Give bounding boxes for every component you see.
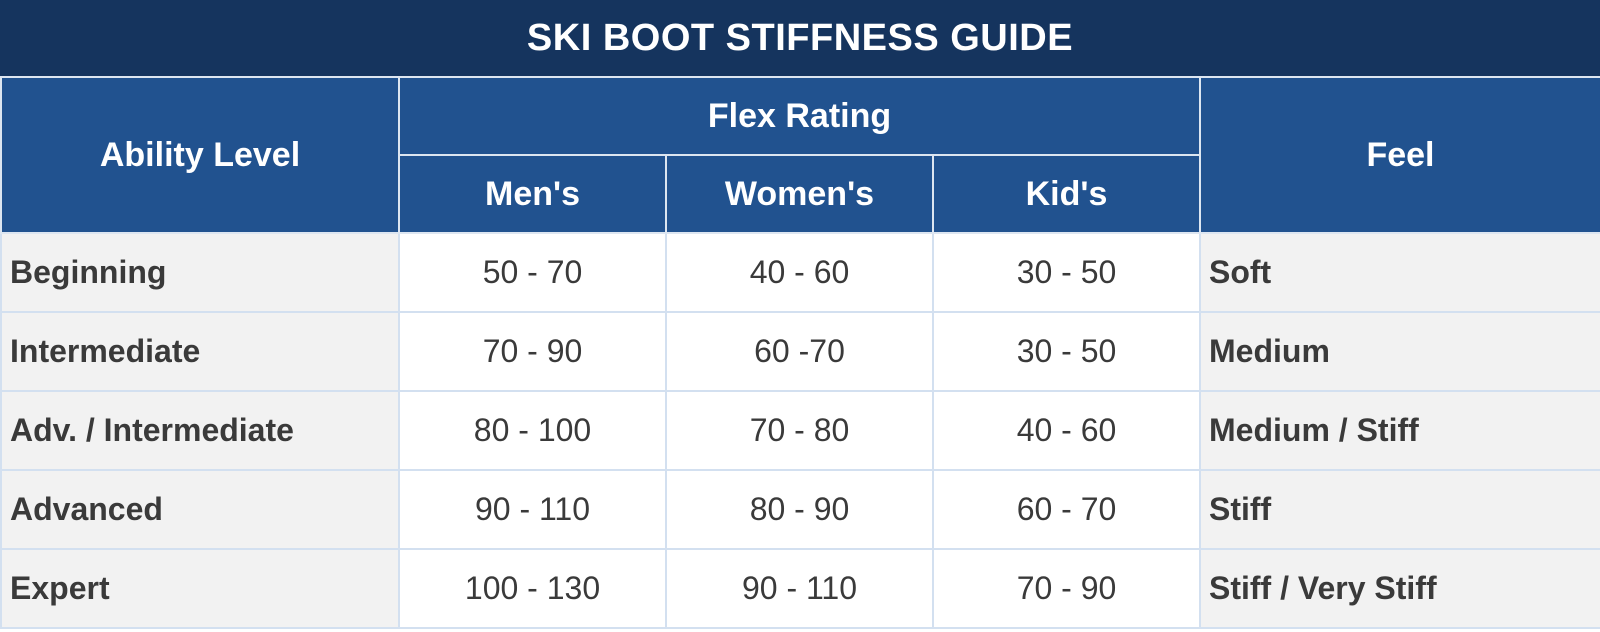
header-row-primary: Ability Level Flex Rating Feel	[0, 76, 1600, 234]
womens-flex-cell: 90 - 110	[665, 548, 934, 629]
mens-flex-cell: 80 - 100	[398, 390, 667, 471]
header-row-secondary: Men's Women's Kid's	[1, 154, 1600, 234]
feel-cell: Medium / Stiff	[1199, 390, 1600, 471]
header-kids: Kid's	[932, 154, 1201, 234]
table-row: Beginning 50 - 70 40 - 60 30 - 50 Soft	[0, 232, 1600, 313]
feel-cell: Soft	[1199, 232, 1600, 313]
ability-cell: Beginning	[0, 232, 400, 313]
kids-flex-cell: 70 - 90	[932, 548, 1201, 629]
header-flex-rating: Flex Rating	[398, 76, 1201, 156]
table-row: Expert 100 - 130 90 - 110 70 - 90 Stiff …	[0, 548, 1600, 629]
feel-cell: Medium	[1199, 311, 1600, 392]
mens-flex-cell: 50 - 70	[398, 232, 667, 313]
flex-table: Ability Level Flex Rating Feel Men's Wom…	[0, 76, 1600, 629]
kids-flex-cell: 40 - 60	[932, 390, 1201, 471]
ability-cell: Expert	[0, 548, 400, 629]
kids-flex-cell: 30 - 50	[932, 311, 1201, 392]
header-womens: Women's	[665, 154, 934, 234]
mens-flex-cell: 70 - 90	[398, 311, 667, 392]
table-row: Advanced 90 - 110 80 - 90 60 - 70 Stiff	[0, 469, 1600, 550]
header-feel: Feel	[1199, 76, 1600, 234]
womens-flex-cell: 80 - 90	[665, 469, 934, 550]
womens-flex-cell: 60 -70	[665, 311, 934, 392]
kids-flex-cell: 60 - 70	[932, 469, 1201, 550]
feel-cell: Stiff	[1199, 469, 1600, 550]
womens-flex-cell: 40 - 60	[665, 232, 934, 313]
table-row: Adv. / Intermediate 80 - 100 70 - 80 40 …	[0, 390, 1600, 471]
ability-cell: Intermediate	[0, 311, 400, 392]
feel-cell: Stiff / Very Stiff	[1199, 548, 1600, 629]
ability-cell: Advanced	[0, 469, 400, 550]
mens-flex-cell: 90 - 110	[398, 469, 667, 550]
ability-cell: Adv. / Intermediate	[0, 390, 400, 471]
header-mens: Men's	[398, 154, 667, 234]
womens-flex-cell: 70 - 80	[665, 390, 934, 471]
header-ability-level: Ability Level	[0, 76, 400, 234]
mens-flex-cell: 100 - 130	[398, 548, 667, 629]
kids-flex-cell: 30 - 50	[932, 232, 1201, 313]
guide-title: SKI BOOT STIFFNESS GUIDE	[0, 0, 1600, 76]
table-row: Intermediate 70 - 90 60 -70 30 - 50 Medi…	[0, 311, 1600, 392]
